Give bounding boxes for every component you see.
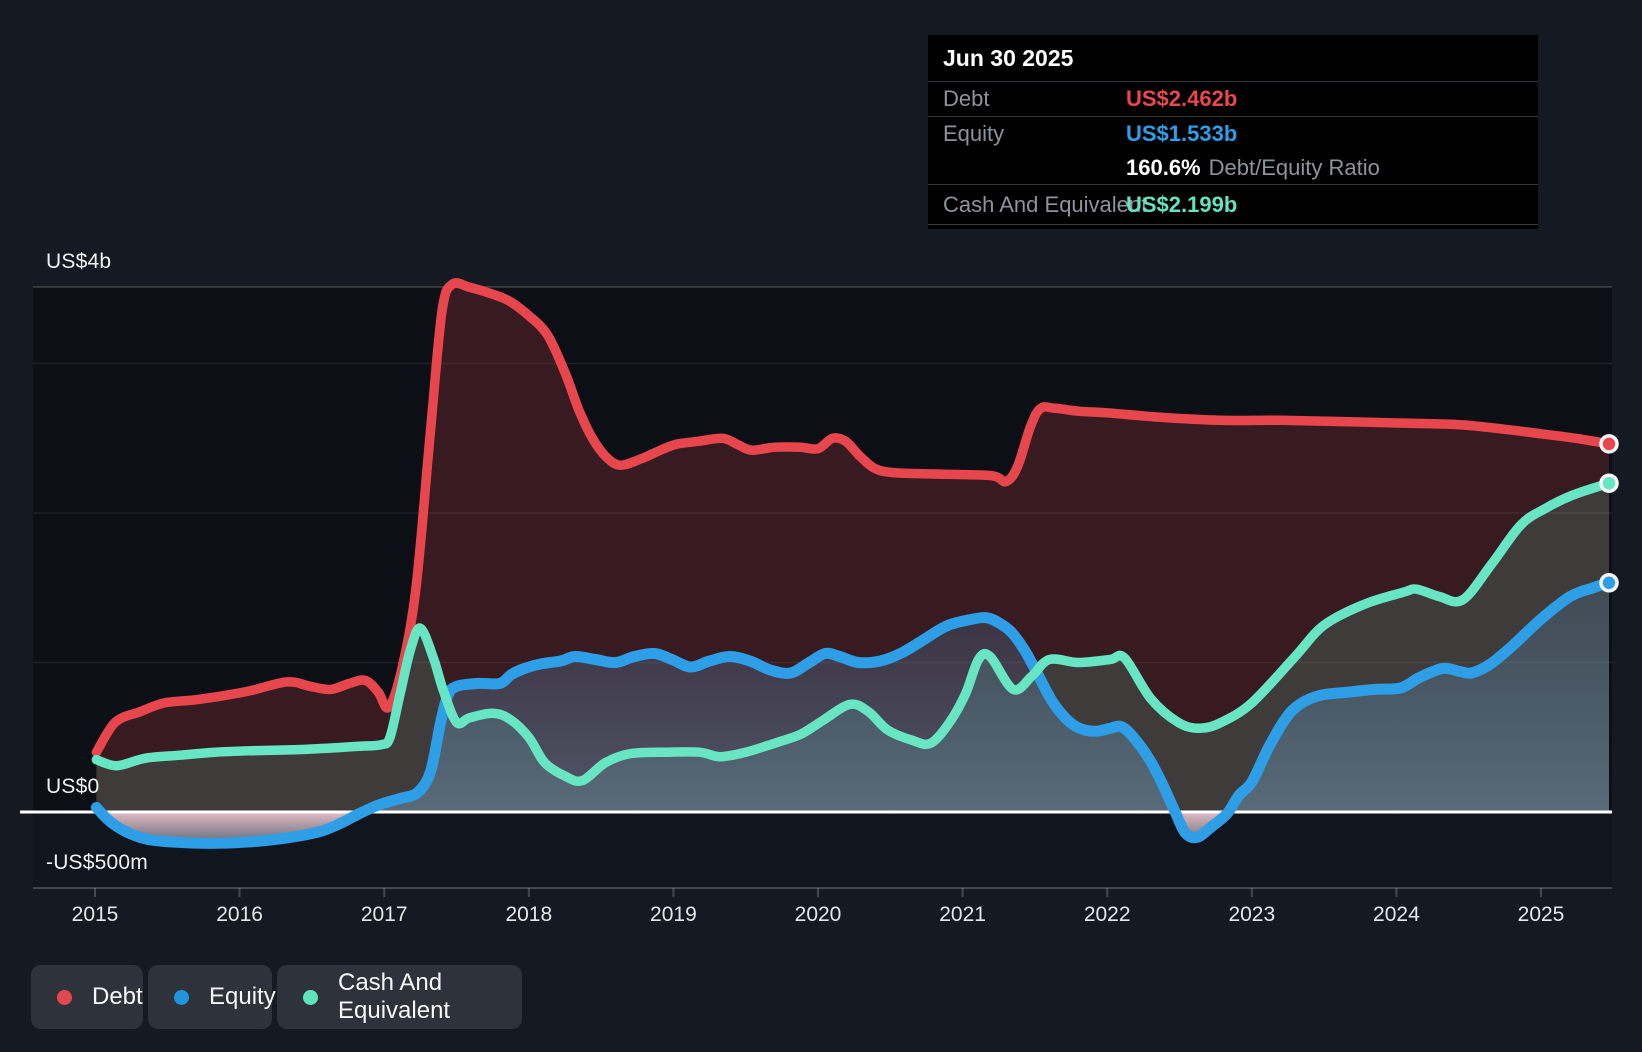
x-axis-label-2021: 2021 xyxy=(939,903,986,926)
x-axis-label-2017: 2017 xyxy=(361,903,408,926)
equity-legend-dot-icon xyxy=(174,989,189,1005)
tooltip-ratio-value: 160.6% Debt/Equity Ratio xyxy=(1126,154,1380,180)
tooltip-cash-label: Cash And Equivalent xyxy=(943,191,1148,217)
tooltip-debt-row: Debt US$2.462b xyxy=(928,82,1538,117)
legend-item-label: Cash And Equivalent xyxy=(338,969,451,1024)
y-axis-label-zero: US$0 xyxy=(46,775,100,798)
chart-tooltip: Jun 30 2025 Debt US$2.462b Equity US$1.5… xyxy=(928,35,1538,229)
x-axis-label-2020: 2020 xyxy=(795,903,842,926)
equity-line xyxy=(90,577,1615,849)
tooltip-ratio-label: Debt/Equity Ratio xyxy=(1208,154,1380,180)
cash-legend-dot-icon xyxy=(303,989,318,1005)
cash-line xyxy=(91,478,1614,786)
legend-item-debt[interactable]: Debt xyxy=(31,965,143,1029)
x-axis-label-2015: 2015 xyxy=(72,903,119,926)
tooltip-equity-label: Equity xyxy=(943,121,1005,146)
debt-endpoint-dot[interactable] xyxy=(1599,434,1619,454)
tooltip-equity-row: Equity US$1.533b xyxy=(928,117,1538,151)
legend-item-label: Debt xyxy=(92,983,143,1010)
debt-legend-dot-icon xyxy=(57,989,72,1005)
equity-endpoint-dot[interactable] xyxy=(1599,573,1619,593)
cash-endpoint-dot[interactable] xyxy=(1599,473,1619,493)
y-axis-label-neg500m: -US$500m xyxy=(46,851,148,874)
tooltip-date: Jun 30 2025 xyxy=(928,35,1538,82)
tooltip-cash-value: US$2.199b xyxy=(1126,191,1238,217)
x-axis-label-2018: 2018 xyxy=(505,903,552,926)
x-axis-label-2023: 2023 xyxy=(1228,903,1275,926)
legend-item-label: Equity xyxy=(209,983,276,1010)
legend-item-cash[interactable]: Cash And Equivalent xyxy=(277,965,522,1029)
tooltip-debt-label: Debt xyxy=(943,86,990,111)
tooltip-equity-value: US$1.533b xyxy=(1126,121,1238,146)
x-axis-label-2016: 2016 xyxy=(216,903,263,926)
tooltip-cash-row: Cash And Equivalent US$2.199b xyxy=(928,185,1538,225)
x-axis-label-2025: 2025 xyxy=(1518,903,1565,926)
x-axis-label-2022: 2022 xyxy=(1084,903,1131,926)
tooltip-ratio-row: 160.6% Debt/Equity Ratio xyxy=(928,151,1538,185)
debt-line xyxy=(91,278,1614,757)
tooltip-debt-value: US$2.462b xyxy=(1126,86,1238,111)
x-axis-label-2024: 2024 xyxy=(1373,903,1420,926)
legend-item-equity[interactable]: Equity xyxy=(148,965,276,1029)
x-axis-label-2019: 2019 xyxy=(650,903,697,926)
y-axis-label-4b: US$4b xyxy=(46,250,112,273)
equity-area xyxy=(96,582,1609,844)
